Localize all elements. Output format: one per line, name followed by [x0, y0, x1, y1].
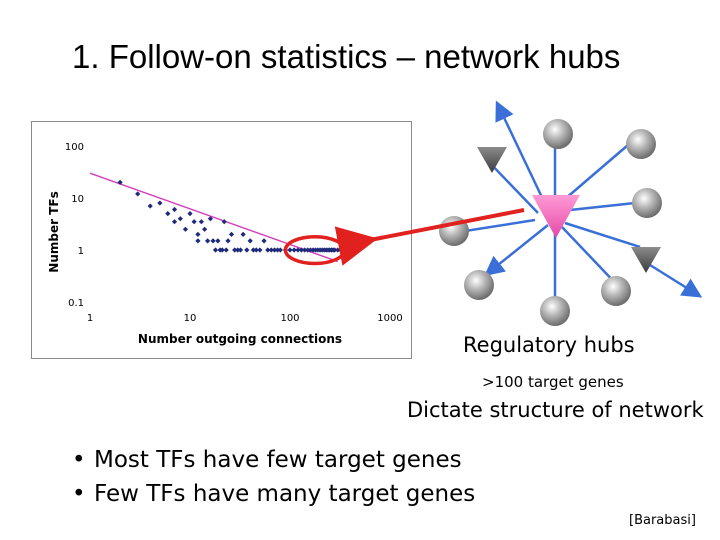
data-point [225, 238, 231, 244]
data-point [232, 247, 238, 253]
data-point [171, 219, 178, 225]
data-point [244, 247, 250, 253]
data-point [135, 191, 141, 197]
target-gene-node [632, 188, 662, 218]
data-point [305, 247, 311, 253]
data-point [253, 247, 259, 253]
bullet-item: • Few TFs have many target genes [72, 481, 476, 507]
data-point [205, 238, 211, 244]
x-tick-label: 100 [280, 313, 299, 324]
data-point [177, 216, 183, 222]
data-point [277, 247, 283, 253]
data-point [207, 216, 214, 222]
regulatory-hub-node [532, 195, 580, 238]
citation: [Barabasi] [629, 513, 696, 528]
data-point [182, 226, 189, 232]
slide-title: 1. Follow-on statistics – network hubs [72, 38, 621, 75]
data-point [198, 219, 204, 225]
data-point [302, 247, 308, 253]
target-gene-node [540, 296, 570, 326]
data-point [261, 238, 267, 244]
y-tick-label: 100 [65, 142, 84, 153]
bullet-item: • Most TFs have few target genes [72, 447, 462, 473]
data-point [210, 238, 216, 244]
data-point [117, 179, 123, 185]
data-point [247, 238, 253, 244]
target-genes-label: >100 target genes [482, 373, 624, 391]
data-point [237, 247, 244, 253]
y-tick-label: 0.1 [68, 298, 84, 309]
bullet-text: Most TFs have few target genes [94, 447, 462, 473]
y-axis-title: Number TFs [47, 191, 61, 272]
data-point [223, 247, 229, 253]
data-point [240, 231, 246, 237]
data-point [157, 200, 163, 206]
data-point [250, 247, 256, 253]
data-point [191, 219, 197, 225]
network-hub-diagram [439, 100, 703, 326]
data-point [215, 238, 221, 244]
data-point [195, 238, 201, 244]
data-point [221, 219, 227, 225]
data-point [212, 247, 219, 253]
y-tick-label: 1 [78, 246, 84, 257]
data-point [265, 247, 271, 253]
x-axis-title: Number outgoing connections [138, 332, 342, 346]
data-point [295, 247, 301, 253]
x-tick-label: 1000 [377, 313, 402, 324]
x-tick-label: 10 [184, 313, 197, 324]
tf-node [477, 147, 507, 173]
target-gene-node [543, 119, 573, 149]
target-gene-node [626, 129, 656, 159]
data-point [147, 203, 153, 209]
y-tick-label: 10 [71, 194, 84, 205]
degree-distribution-chart: 1 10 100 1000 100 10 1 0.1 Number TFs Number ou… [31, 121, 412, 359]
data-point [332, 247, 338, 253]
data-point [219, 247, 225, 253]
data-point [235, 247, 241, 253]
data-point [202, 226, 208, 232]
data-point [187, 211, 193, 217]
data-point [257, 247, 263, 253]
data-point [291, 247, 297, 253]
data-point [287, 247, 293, 253]
target-gene-node [439, 216, 469, 246]
bullet-list: • Most TFs have few target genes • Few TFs… [72, 447, 475, 515]
data-point [171, 206, 178, 213]
data-point [165, 211, 171, 217]
target-gene-node [601, 276, 631, 306]
dictate-structure-label: Dictate structure of network [407, 398, 704, 422]
x-tick-label: 1 [87, 313, 93, 324]
data-point [195, 231, 201, 237]
power-law-fit-line [89, 172, 338, 263]
regulatory-hubs-label: Regulatory hubs [463, 333, 635, 357]
data-point [298, 247, 304, 253]
bullet-text: Few TFs have many target genes [94, 481, 476, 507]
data-point [228, 231, 235, 237]
target-gene-node [464, 270, 494, 300]
data-point [307, 247, 314, 253]
tf-node [631, 247, 661, 273]
